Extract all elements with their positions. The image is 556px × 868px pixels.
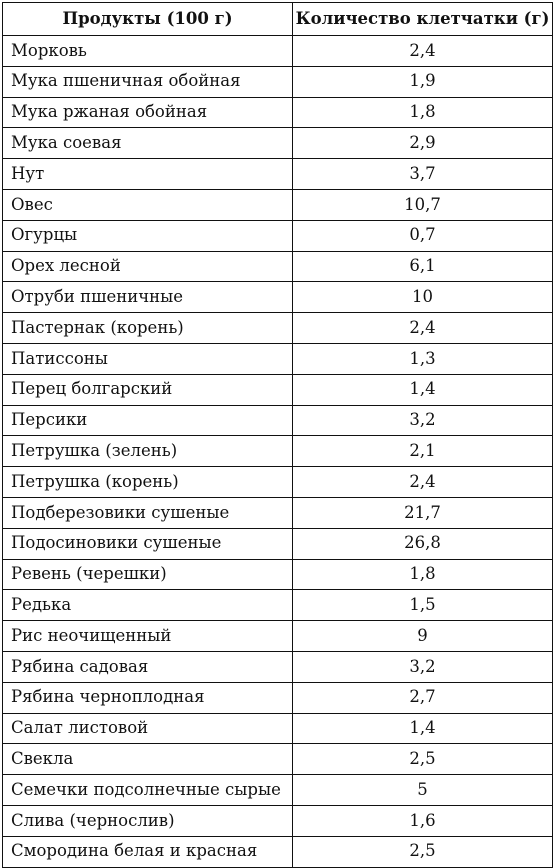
table-row: Овес 10,7 bbox=[2, 188, 553, 221]
fiber-value-cell: 21,7 bbox=[292, 496, 553, 529]
fiber-value-cell: 2,7 bbox=[292, 681, 553, 714]
fiber-value-cell: 0,7 bbox=[292, 219, 553, 252]
table-row: Персики 3,2 bbox=[2, 404, 553, 437]
product-name-cell: Подосиновики сушеные bbox=[2, 527, 293, 560]
product-name-cell: Рябина черноплодная bbox=[2, 681, 293, 714]
fiber-value-cell: 1,8 bbox=[292, 558, 553, 591]
product-name-cell: Рябина садовая bbox=[2, 650, 293, 683]
fiber-value-cell: 26,8 bbox=[292, 527, 553, 560]
fiber-value-cell: 3,7 bbox=[292, 158, 553, 190]
product-name-cell: Огурцы bbox=[2, 219, 293, 252]
product-name-cell: Рис неочищенный bbox=[2, 620, 293, 652]
product-name-cell: Нут bbox=[2, 158, 293, 190]
table-row: Морковь 2,4 bbox=[2, 35, 553, 67]
table-row: Рябина черноплодная 2,7 bbox=[2, 681, 553, 714]
product-name-cell: Овес bbox=[2, 188, 293, 221]
product-name-cell: Перец болгарский bbox=[2, 373, 293, 406]
fiber-value-cell: 1,5 bbox=[292, 589, 553, 622]
fiber-value-cell: 2,9 bbox=[292, 127, 553, 160]
fiber-value-cell: 1,8 bbox=[292, 96, 553, 129]
fiber-value-cell: 1,4 bbox=[292, 712, 553, 745]
fiber-value-cell: 2,1 bbox=[292, 435, 553, 468]
fiber-value-cell: 9 bbox=[292, 620, 553, 652]
fiber-value-cell: 2,4 bbox=[292, 312, 553, 344]
table-row: Ревень (черешки) 1,8 bbox=[2, 558, 553, 591]
fiber-value-cell: 10 bbox=[292, 281, 553, 314]
product-name-cell: Пастернак (корень) bbox=[2, 312, 293, 344]
fiber-value-cell: 6,1 bbox=[292, 250, 553, 283]
product-name-cell: Мука ржаная обойная bbox=[2, 96, 293, 129]
table-row: Подосиновики сушеные 26,8 bbox=[2, 527, 553, 560]
product-name-cell: Свекла bbox=[2, 743, 293, 776]
table-row: Смородина белая и красная 2,5 bbox=[2, 835, 553, 868]
product-name-cell: Петрушка (корень) bbox=[2, 466, 293, 498]
table-row: Редька 1,5 bbox=[2, 589, 553, 622]
product-name-cell: Петрушка (зелень) bbox=[2, 435, 293, 468]
fiber-value-cell: 5 bbox=[292, 774, 553, 806]
table-row: Мука пшеничная обойная 1,9 bbox=[2, 65, 553, 98]
product-name-cell: Редька bbox=[2, 589, 293, 622]
product-name-cell: Мука соевая bbox=[2, 127, 293, 160]
product-name-cell: Мука пшеничная обойная bbox=[2, 65, 293, 98]
fiber-value-cell: 3,2 bbox=[292, 650, 553, 683]
table-row: Петрушка (корень) 2,4 bbox=[2, 466, 553, 498]
table-row: Слива (чернослив) 1,6 bbox=[2, 804, 553, 837]
table-row: Петрушка (зелень) 2,1 bbox=[2, 435, 553, 468]
table-row: Подберезовики сушеные 21,7 bbox=[2, 496, 553, 529]
product-name-cell: Персики bbox=[2, 404, 293, 437]
product-name-cell: Семечки подсолнечные сырые bbox=[2, 774, 293, 806]
table-row: Пастернак (корень) 2,4 bbox=[2, 312, 553, 344]
table-row: Семечки подсолнечные сырые 5 bbox=[2, 774, 553, 806]
fiber-value-cell: 2,4 bbox=[292, 35, 553, 67]
table-row: Рябина садовая 3,2 bbox=[2, 650, 553, 683]
header-row: Продукты (100 г) Количество клетчатки (г… bbox=[2, 2, 553, 36]
fiber-value-cell: 2,4 bbox=[292, 466, 553, 498]
fiber-value-cell: 10,7 bbox=[292, 188, 553, 221]
table-row: Свекла 2,5 bbox=[2, 743, 553, 776]
table-body: Морковь 2,4 Мука пшеничная обойная 1,9 Мука … bbox=[2, 35, 553, 868]
table-row: Мука ржаная обойная 1,8 bbox=[2, 96, 553, 129]
product-name-cell: Патиссоны bbox=[2, 342, 293, 375]
product-name-cell: Ревень (черешки) bbox=[2, 558, 293, 591]
table-row: Салат листовой 1,4 bbox=[2, 712, 553, 745]
product-name-cell: Слива (чернослив) bbox=[2, 804, 293, 837]
table-row: Нут 3,7 bbox=[2, 158, 553, 190]
product-name-cell: Подберезовики сушеные bbox=[2, 496, 293, 529]
table-row: Патиссоны 1,3 bbox=[2, 342, 553, 375]
fiber-value-cell: 1,4 bbox=[292, 373, 553, 406]
table-row: Перец болгарский 1,4 bbox=[2, 373, 553, 406]
product-name-cell: Морковь bbox=[2, 35, 293, 67]
table-row: Рис неочищенный 9 bbox=[2, 620, 553, 652]
fiber-value-cell: 3,2 bbox=[292, 404, 553, 437]
product-name-cell: Смородина белая и красная bbox=[2, 835, 293, 868]
fiber-value-cell: 1,3 bbox=[292, 342, 553, 375]
fiber-value-cell: 1,6 bbox=[292, 804, 553, 837]
table-row: Орех лесной 6,1 bbox=[2, 250, 553, 283]
product-name-cell: Салат листовой bbox=[2, 712, 293, 745]
fiber-value-cell: 2,5 bbox=[292, 835, 553, 868]
product-name-cell: Отруби пшеничные bbox=[2, 281, 293, 314]
fiber-value-cell: 1,9 bbox=[292, 65, 553, 98]
table-row: Отруби пшеничные 10 bbox=[2, 281, 553, 314]
table-row: Огурцы 0,7 bbox=[2, 219, 553, 252]
column-header-fiber: Количество клетчатки (г) bbox=[292, 2, 553, 36]
column-header-product: Продукты (100 г) bbox=[2, 2, 293, 36]
product-name-cell: Орех лесной bbox=[2, 250, 293, 283]
fiber-value-cell: 2,5 bbox=[292, 743, 553, 776]
table-row: Мука соевая 2,9 bbox=[2, 127, 553, 160]
